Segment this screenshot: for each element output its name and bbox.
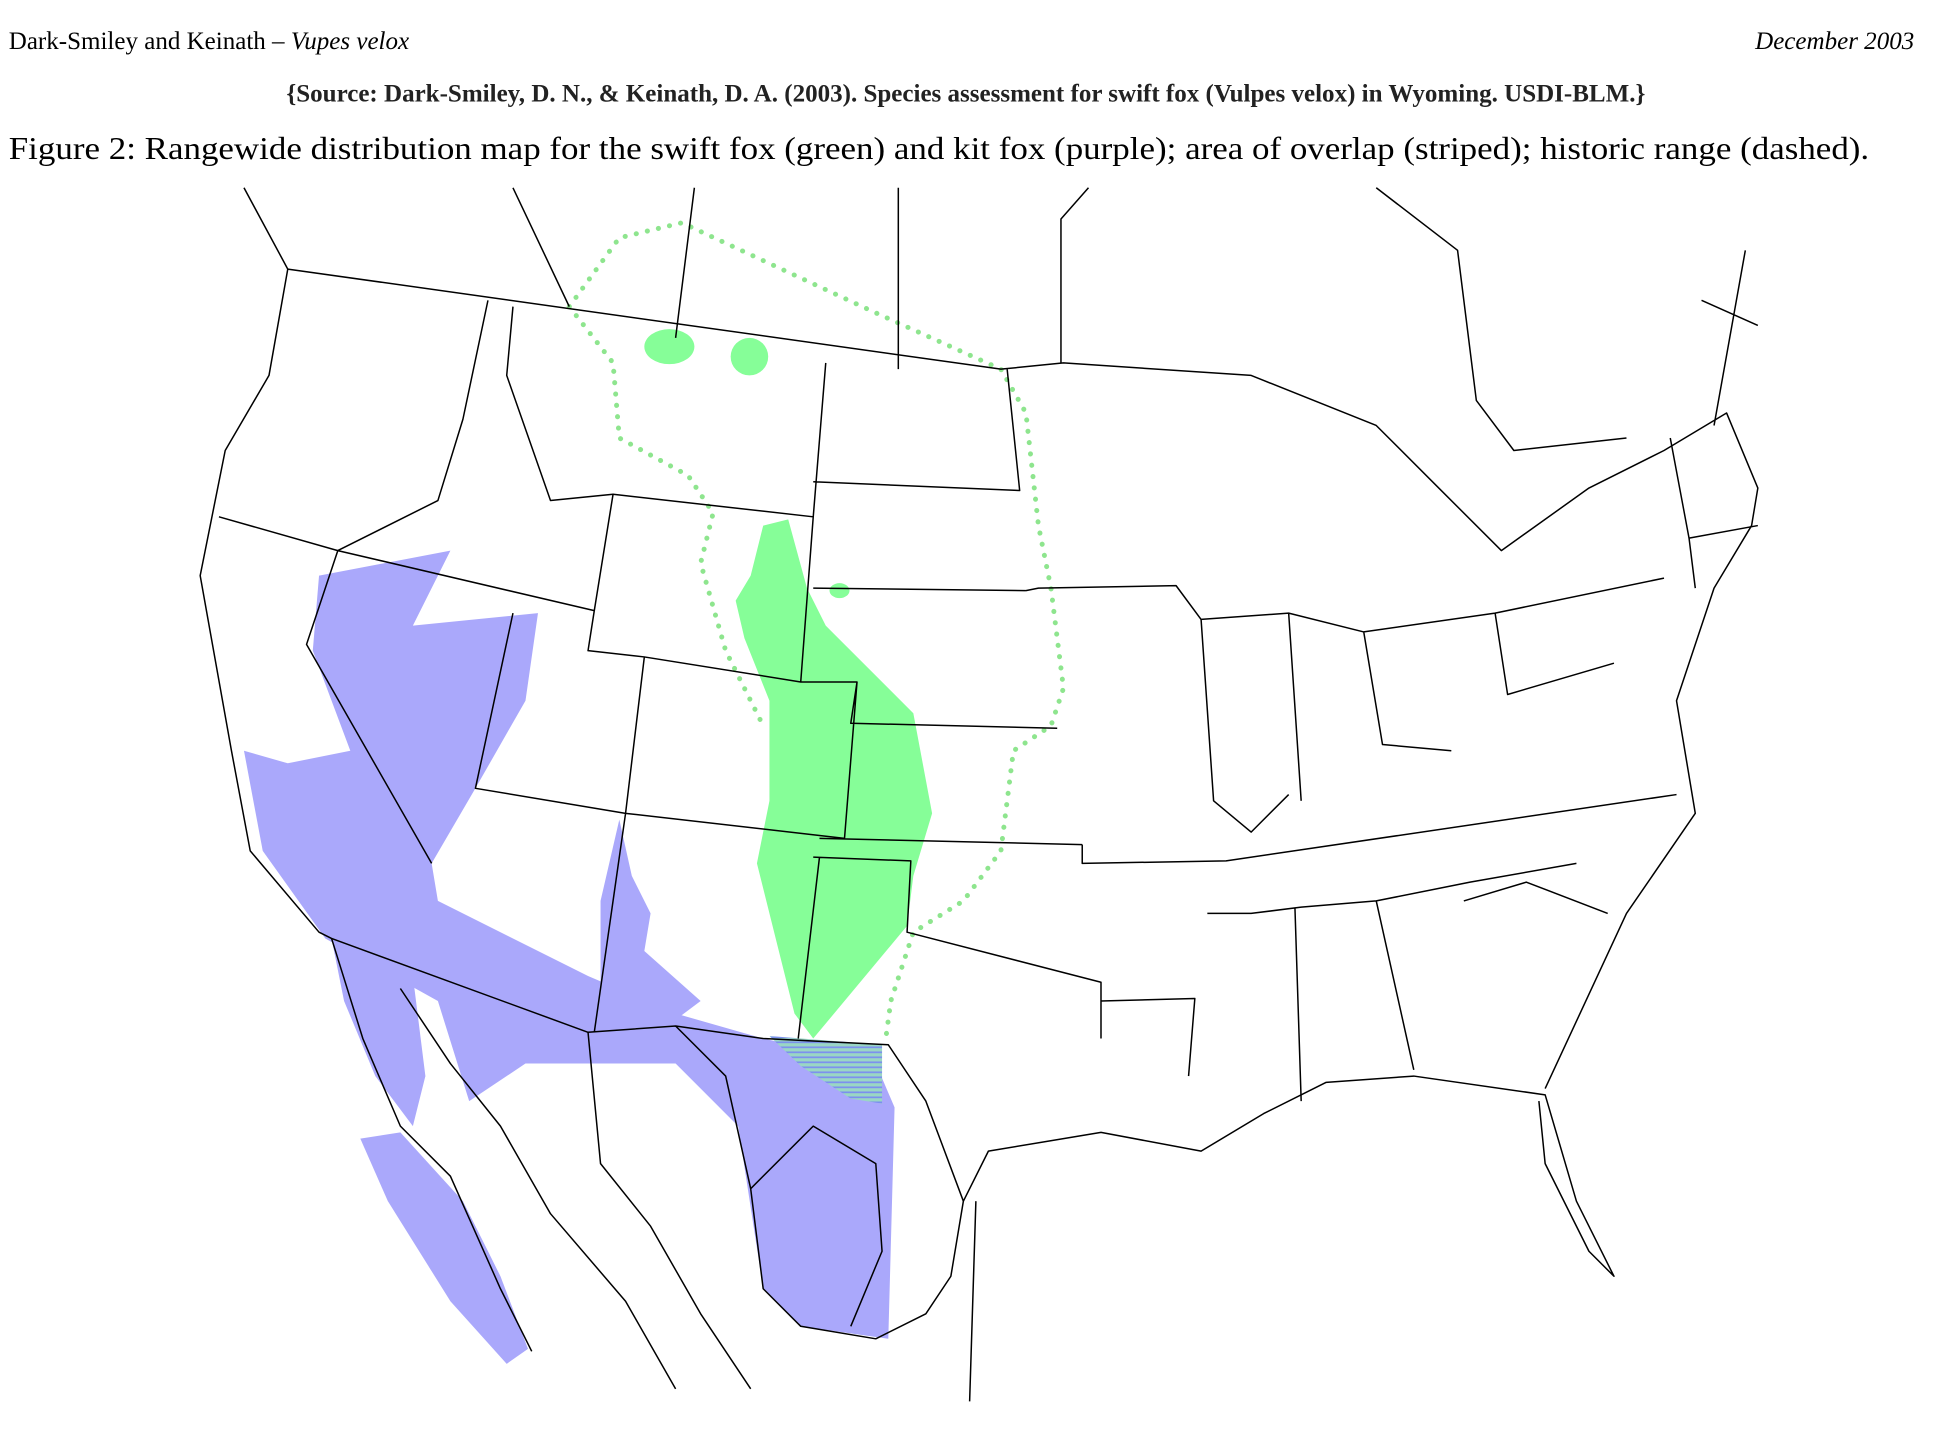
swift-fox-range (735, 519, 933, 1039)
header-species: Vupes velox (291, 28, 409, 55)
kit-fox-range (243, 550, 895, 1339)
source-line: {Source: Dark-Smiley, D. N., & Keinath, … (286, 80, 1645, 107)
header-left: Dark-Smiley and Keinath – Vupes velox (9, 28, 409, 55)
historic-range (566, 220, 1067, 1042)
swift-fox-range (730, 337, 769, 376)
header-authors: Dark-Smiley and Keinath – (9, 28, 285, 55)
country-outline (199, 268, 1759, 1278)
kit-fox-range (331, 938, 426, 1127)
swift-fox-range (644, 329, 695, 365)
map (199, 187, 1759, 1402)
overlap-area (769, 1036, 883, 1104)
figure-caption: Figure 2: Rangewide distribution map for… (9, 131, 1869, 166)
header-date: December 2003 (1754, 28, 1914, 55)
canada-lines (243, 187, 1759, 452)
swift-fox-range (829, 583, 850, 599)
state-lines (218, 300, 1758, 1102)
mexico-lines (330, 938, 977, 1402)
kit-fox-range (600, 819, 701, 1020)
kit-fox-range (360, 1132, 528, 1364)
